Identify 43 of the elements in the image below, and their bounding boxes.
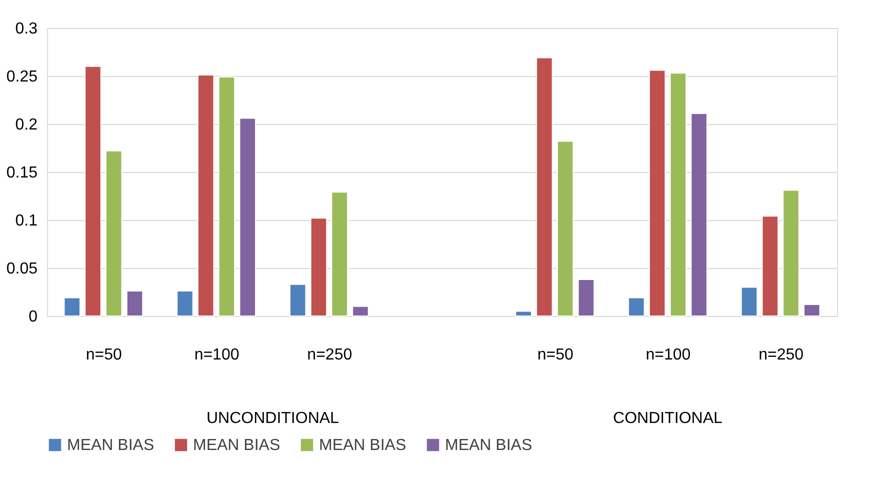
x-tick-label: n=50 [537, 346, 574, 364]
y-tick-label: 0.15 [6, 164, 38, 182]
bar [578, 279, 595, 316]
bar [197, 74, 214, 316]
x-tick-label: n=100 [646, 346, 691, 364]
text: CONDITIONAL [613, 410, 722, 427]
x-tick-label: n=250 [307, 346, 352, 364]
bar [289, 284, 306, 316]
bar [239, 118, 256, 316]
y-tick-label: 0.05 [6, 260, 38, 278]
bar [740, 286, 758, 316]
y-tick-label: 0 [28, 308, 38, 326]
bar [628, 297, 645, 316]
bar [310, 218, 328, 316]
bar [556, 140, 574, 316]
bar [782, 190, 800, 316]
y-tick-label: 0.2 [15, 116, 38, 134]
legend-label: MEAN BIAS [67, 437, 154, 454]
y-tick-label: 0.1 [15, 212, 38, 230]
bar [670, 72, 687, 316]
legend-label: MEAN BIAS [319, 437, 406, 454]
x-tick-label: n=250 [758, 346, 804, 364]
y-tick-label: 0.3 [15, 20, 38, 38]
bar [352, 306, 369, 316]
bar [176, 290, 194, 316]
bar [126, 290, 144, 316]
y-tick-label: 0.25 [6, 68, 38, 86]
x-tick-label: n=100 [194, 346, 240, 364]
legend-label: MEAN BIAS [445, 437, 532, 454]
bar [515, 310, 532, 316]
legend-label: MEAN BIAS [193, 437, 280, 454]
x-tick-label: n=50 [86, 346, 122, 364]
bar [690, 112, 708, 316]
bar [64, 297, 81, 316]
bar [105, 150, 122, 316]
bar [331, 192, 348, 316]
bar [648, 70, 666, 316]
bar [536, 57, 553, 316]
bar [762, 216, 779, 316]
text: UNCONDITIONAL [206, 410, 340, 427]
bar [803, 304, 820, 316]
bar [84, 66, 102, 316]
bar [218, 76, 236, 316]
